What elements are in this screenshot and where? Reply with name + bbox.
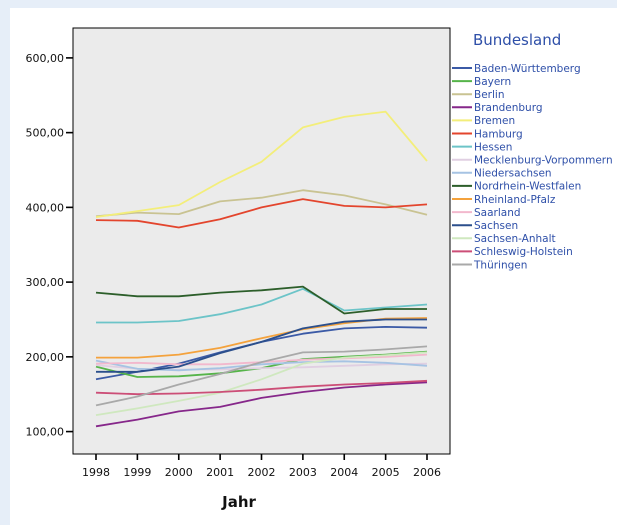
series-line-14 bbox=[95, 379, 428, 396]
y-tick-label: 500,00 bbox=[26, 127, 65, 140]
legend-label: Sachsen bbox=[474, 220, 518, 232]
legend-title: Bundesland bbox=[473, 31, 561, 49]
legend-label: Thüringen bbox=[473, 259, 527, 271]
series-line-4 bbox=[95, 110, 428, 218]
y-tick-label: 400,00 bbox=[26, 201, 65, 214]
y-axis: 100,00 200,00 300,00 400,00 500,00 600,00 bbox=[26, 52, 73, 439]
x-tick-label: 2006 bbox=[413, 466, 441, 479]
series-line-3 bbox=[95, 381, 428, 428]
x-tick-label: 2004 bbox=[330, 466, 358, 479]
legend-label: Baden-Württemberg bbox=[474, 63, 581, 75]
x-axis: 1998 1999 2000 2001 2002 2003 2004 2005 2006 bbox=[82, 454, 441, 479]
x-axis-title: Jahr bbox=[221, 493, 256, 511]
legend-label: Saarland bbox=[474, 207, 521, 219]
series-line-2 bbox=[95, 189, 428, 218]
series-line-6 bbox=[96, 287, 428, 324]
series-line-9 bbox=[95, 285, 427, 315]
legend-label: Niedersachsen bbox=[474, 168, 552, 180]
y-tick-label: 200,00 bbox=[26, 351, 65, 364]
y-tick-label: 100,00 bbox=[26, 426, 65, 439]
legend-label: Nordrhein-Westfalen bbox=[474, 181, 581, 193]
series-lines bbox=[95, 110, 428, 428]
legend-label: Hamburg bbox=[474, 128, 523, 140]
x-tick-label: 2000 bbox=[165, 466, 193, 479]
legend: Baden-WürttembergBayernBerlinBrandenburg… bbox=[452, 63, 613, 271]
chart-frame: 100,00 200,00 300,00 400,00 500,00 600,00 199… bbox=[10, 8, 617, 525]
y-tick-label: 300,00 bbox=[26, 276, 65, 289]
legend-label: Schleswig-Holstein bbox=[474, 246, 573, 258]
x-tick-label: 1999 bbox=[123, 466, 151, 479]
legend-label: Brandenburg bbox=[474, 102, 543, 114]
series-line-12 bbox=[96, 318, 427, 373]
y-tick-label: 600,00 bbox=[26, 52, 65, 65]
x-tick-label: 2003 bbox=[289, 466, 317, 479]
x-tick-label: 2002 bbox=[248, 466, 276, 479]
legend-label: Rheinland-Pfalz bbox=[474, 194, 556, 206]
x-tick-label: 1998 bbox=[82, 466, 110, 479]
legend-label: Bremen bbox=[474, 115, 515, 127]
legend-label: Berlin bbox=[474, 89, 504, 101]
legend-label: Mecklenburg-Vorpommern bbox=[474, 155, 613, 167]
x-tick-label: 2001 bbox=[206, 466, 234, 479]
series-line-5 bbox=[95, 198, 428, 229]
legend-label: Hessen bbox=[474, 141, 512, 153]
series-line-15 bbox=[95, 345, 428, 407]
legend-label: Bayern bbox=[474, 76, 511, 88]
line-chart: 100,00 200,00 300,00 400,00 500,00 600,00 199… bbox=[26, 27, 613, 511]
legend-label: Sachsen-Anhalt bbox=[474, 233, 556, 245]
series-line-13 bbox=[95, 351, 428, 416]
x-tick-label: 2005 bbox=[372, 466, 400, 479]
